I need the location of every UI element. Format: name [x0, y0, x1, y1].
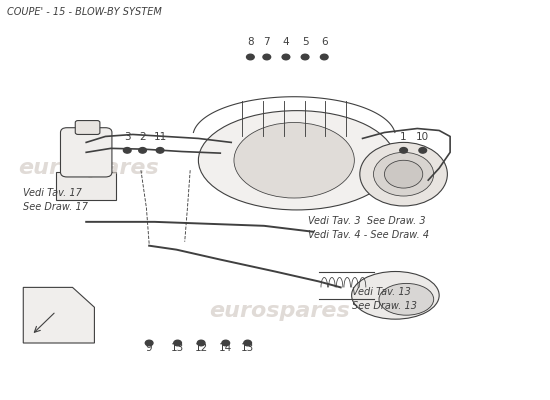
- Text: Vedi Tav. 3  See Draw. 3
Vedi Tav. 4 - See Draw. 4: Vedi Tav. 3 See Draw. 3 Vedi Tav. 4 - Se…: [308, 216, 429, 240]
- Circle shape: [145, 340, 153, 346]
- Polygon shape: [56, 172, 116, 200]
- FancyBboxPatch shape: [60, 128, 112, 177]
- Polygon shape: [23, 287, 95, 343]
- Circle shape: [246, 54, 254, 60]
- Text: eurospares: eurospares: [18, 158, 158, 178]
- Circle shape: [156, 148, 164, 153]
- Circle shape: [197, 340, 205, 346]
- Ellipse shape: [199, 111, 395, 210]
- Text: 9: 9: [146, 343, 152, 353]
- Circle shape: [263, 54, 271, 60]
- Text: 7: 7: [263, 37, 270, 47]
- Circle shape: [123, 148, 131, 153]
- Circle shape: [139, 148, 146, 153]
- Text: 6: 6: [321, 37, 328, 47]
- Text: 3: 3: [124, 132, 130, 142]
- Ellipse shape: [379, 284, 434, 315]
- Circle shape: [373, 152, 434, 196]
- Text: Vedi Tav. 13
See Draw. 13: Vedi Tav. 13 See Draw. 13: [351, 287, 416, 311]
- Text: 1: 1: [400, 132, 407, 142]
- Text: 4: 4: [283, 37, 289, 47]
- Text: 11: 11: [153, 132, 167, 142]
- Circle shape: [301, 54, 309, 60]
- Text: 13: 13: [171, 343, 184, 353]
- Ellipse shape: [351, 272, 439, 319]
- Text: 2: 2: [139, 132, 146, 142]
- Text: Vedi Tav. 17
See Draw. 17: Vedi Tav. 17 See Draw. 17: [23, 188, 89, 212]
- FancyBboxPatch shape: [75, 120, 100, 134]
- Text: 5: 5: [302, 37, 309, 47]
- Ellipse shape: [234, 122, 354, 198]
- Text: 8: 8: [247, 37, 254, 47]
- Text: 14: 14: [219, 343, 232, 353]
- Circle shape: [384, 160, 423, 188]
- Circle shape: [321, 54, 328, 60]
- Circle shape: [282, 54, 290, 60]
- Circle shape: [360, 142, 447, 206]
- Circle shape: [419, 148, 427, 153]
- Circle shape: [174, 340, 182, 346]
- Text: 10: 10: [416, 132, 430, 142]
- Text: 13: 13: [241, 343, 254, 353]
- Circle shape: [244, 340, 251, 346]
- Text: COUPE' - 15 - BLOW-BY SYSTEM: COUPE' - 15 - BLOW-BY SYSTEM: [7, 7, 162, 17]
- Circle shape: [400, 148, 408, 153]
- Text: eurospares: eurospares: [210, 301, 350, 321]
- Circle shape: [222, 340, 229, 346]
- Text: 12: 12: [195, 343, 208, 353]
